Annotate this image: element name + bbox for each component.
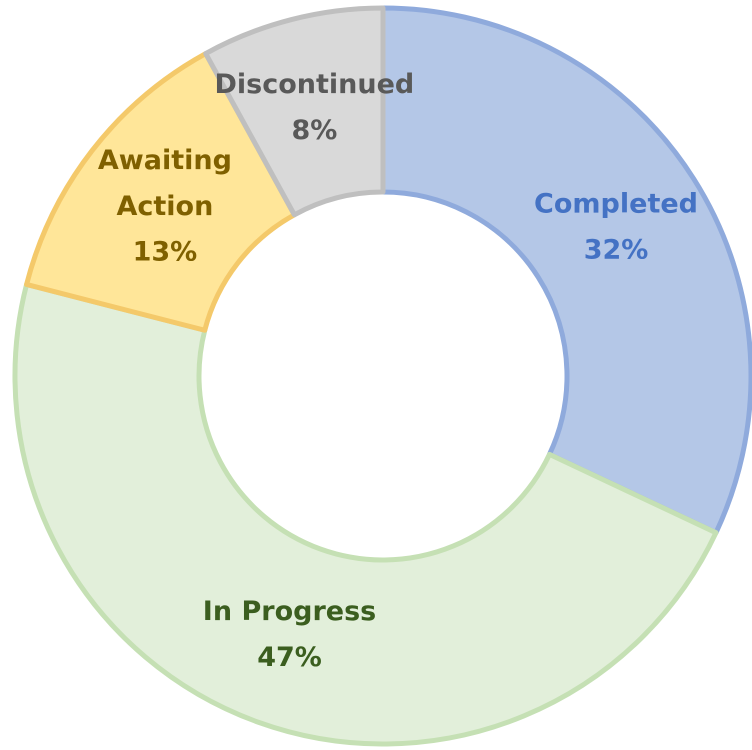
slice-value-label: 47% bbox=[257, 642, 322, 673]
slice-value-label: 32% bbox=[584, 235, 649, 266]
slice-value-label: 13% bbox=[133, 236, 198, 267]
donut-slice bbox=[24, 51, 297, 333]
donut-slice bbox=[12, 281, 719, 747]
slice-label: Discontinued bbox=[214, 69, 414, 100]
slice-label: Awaiting Action bbox=[98, 144, 232, 221]
donut-slice bbox=[203, 5, 386, 218]
slice-label: In Progress bbox=[203, 596, 376, 627]
donut-slice bbox=[380, 5, 752, 536]
slice-value-label: 8% bbox=[291, 115, 337, 146]
slice-label: Completed bbox=[534, 189, 698, 220]
